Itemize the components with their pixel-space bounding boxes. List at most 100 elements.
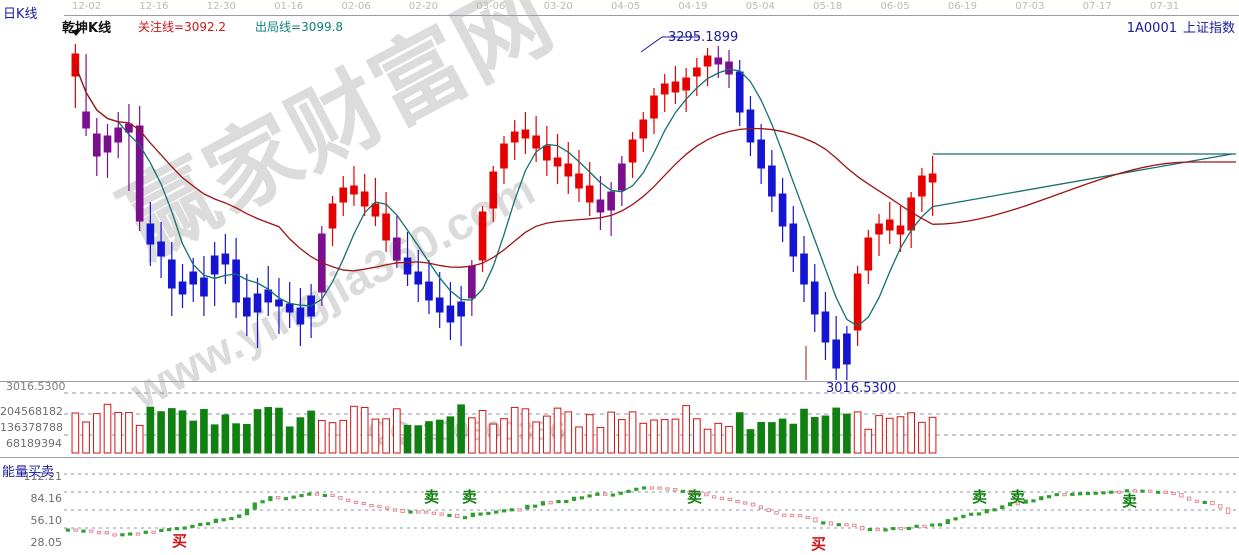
volume-bar-up — [725, 425, 733, 454]
date-axis-label: 04-05 — [611, 1, 641, 12]
energy-bar-down — [805, 515, 810, 520]
volume-bar-down — [789, 423, 798, 454]
energy-bar-down — [346, 498, 351, 502]
energy-bar-down — [743, 501, 748, 505]
energy-bar-up — [299, 494, 304, 498]
energy-bar-up — [159, 528, 164, 532]
date-axis-label: 02-06 — [341, 1, 371, 12]
energy-bar-up — [937, 523, 943, 527]
volume-bar-up — [618, 419, 626, 454]
energy-axis-label: 112.21 — [23, 470, 63, 483]
energy-bar-down — [828, 521, 834, 526]
energy-bar-up — [237, 514, 242, 518]
volume-bar-up — [317, 419, 326, 454]
candlestick — [553, 134, 562, 184]
energy-bar-down — [1194, 499, 1200, 503]
candlestick — [810, 264, 819, 332]
energy-bar-down — [758, 505, 764, 510]
candlestick-chart[interactable] — [0, 16, 1239, 380]
volume-bar-down — [285, 426, 294, 454]
candlestick — [746, 96, 755, 156]
energy-bar-up — [166, 528, 172, 532]
energy-bar-up — [244, 508, 250, 516]
energy-bar-up — [1093, 491, 1098, 495]
candlestick — [232, 238, 240, 318]
energy-bar-up — [1085, 491, 1091, 496]
candlestick — [253, 278, 262, 348]
energy-bar-down — [859, 525, 865, 531]
candlestick — [778, 178, 787, 242]
energy-bar-up — [906, 526, 912, 531]
volume-axis-label: 204568182 — [0, 405, 63, 418]
date-axis-label: 12-02 — [72, 1, 102, 12]
volume-bar-down — [735, 412, 744, 454]
energy-buysell-chart[interactable] — [0, 458, 1239, 555]
energy-bar-up — [618, 491, 623, 495]
candlestick — [821, 292, 830, 360]
exit-line-label: 出局线= — [255, 20, 302, 34]
energy-bar-down — [774, 511, 779, 515]
energy-bar-up — [1155, 490, 1161, 494]
energy-bar-up — [1202, 500, 1207, 504]
candlestick — [907, 192, 915, 248]
candlestick — [317, 226, 326, 306]
watch-line-legend: 关注线=3092.2 — [138, 18, 226, 35]
volume-bar-down — [232, 423, 240, 454]
candlestick — [414, 250, 423, 302]
energy-bar-up — [914, 524, 919, 528]
volume-bar-up — [114, 411, 123, 454]
date-axis-label: 02-20 — [408, 1, 438, 12]
volume-bar-up — [853, 411, 862, 454]
date-axis-label: 06-19 — [947, 1, 977, 12]
energy-bar-down — [377, 504, 382, 508]
volume-bar-up — [564, 411, 573, 454]
volume-bar-up — [521, 408, 530, 454]
date-axis-label: 01-16 — [274, 1, 304, 12]
energy-axis-label: 28.05 — [30, 536, 63, 549]
candlestick — [425, 260, 433, 314]
volume-bar-up — [896, 416, 905, 454]
volume-bar-up — [371, 418, 380, 454]
energy-bar-up — [1109, 490, 1114, 494]
energy-bar-up — [1046, 495, 1052, 499]
energy-bar-down — [314, 492, 320, 496]
volume-bar-down — [275, 407, 283, 454]
candlestick — [521, 112, 530, 154]
energy-bar-down — [665, 487, 670, 491]
candlestick — [103, 124, 112, 178]
volume-bar-down — [167, 408, 176, 454]
energy-bar-down — [797, 514, 802, 518]
energy-bar-up — [1140, 489, 1145, 493]
energy-bar-down — [330, 493, 335, 498]
candlestick — [339, 176, 348, 216]
volume-bar-up — [532, 421, 540, 454]
volume-bar-up — [135, 424, 144, 454]
candlestick — [800, 236, 808, 302]
energy-bar-down — [517, 508, 522, 512]
candlestick — [682, 68, 690, 112]
volume-bar-down — [242, 423, 251, 454]
energy-bar-up — [260, 500, 265, 504]
energy-bar-down — [1163, 490, 1168, 494]
volume-bar-up — [628, 411, 637, 454]
volume-bar-up — [489, 423, 498, 454]
energy-bar-up — [1124, 489, 1130, 493]
volume-bar-down — [221, 414, 230, 454]
energy-bar-down — [719, 496, 725, 500]
energy-bar-up — [626, 489, 631, 493]
candlestick — [478, 206, 487, 272]
candlestick — [468, 260, 476, 316]
energy-bar-down — [1148, 489, 1153, 493]
watch-line-value: 3092.2 — [184, 20, 227, 34]
energy-bar-up — [961, 514, 966, 519]
candlestick — [875, 214, 883, 256]
volume-bar-up — [360, 407, 369, 454]
volume-bar-down — [435, 419, 444, 454]
volume-chart[interactable] — [0, 380, 1239, 455]
energy-bar-up — [610, 493, 616, 497]
energy-bar-down — [275, 496, 281, 500]
security-code: 1A0001 — [1126, 21, 1177, 36]
energy-bar-up — [174, 527, 180, 531]
energy-axis-label: 84.16 — [30, 492, 63, 505]
volume-bar-up — [639, 422, 648, 454]
